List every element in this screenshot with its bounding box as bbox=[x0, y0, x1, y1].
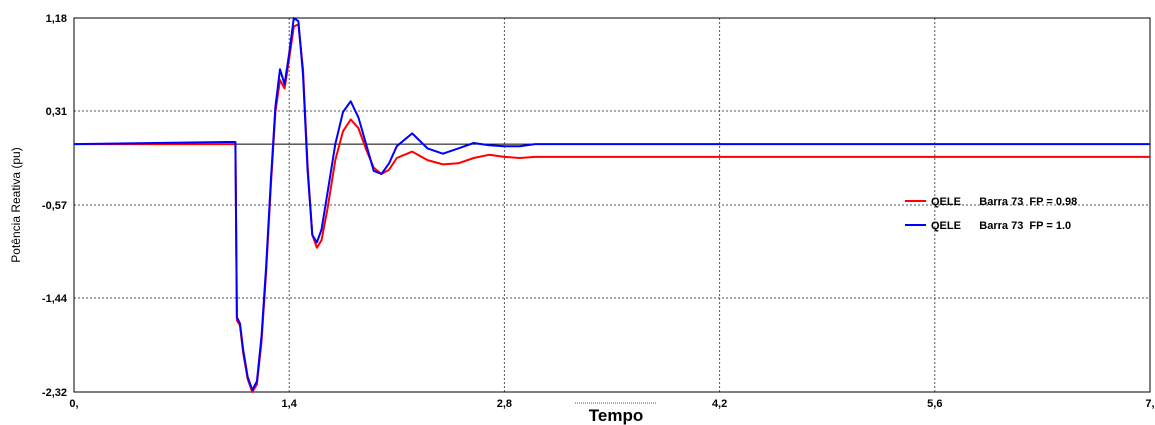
y-tick-label: -1,44 bbox=[42, 293, 68, 305]
series-layer bbox=[73, 17, 1150, 393]
x-tick-label: 4,2 bbox=[712, 398, 727, 410]
x-axis-label: Tempo bbox=[589, 406, 643, 425]
grid bbox=[74, 18, 1150, 392]
y-tick-label: 0,31 bbox=[46, 106, 67, 118]
x-tick-label: 2,8 bbox=[497, 398, 512, 410]
tick-labels: 0, 1,4 2,8 4,2 5,6 7, 1,18 0,31 -0,57 -1,44 -2,32 bbox=[42, 13, 1155, 410]
x-tick-label: 7, bbox=[1145, 398, 1154, 410]
x-tick-label: 5,6 bbox=[927, 398, 942, 410]
plot-frame bbox=[73, 17, 1151, 393]
y-tick-label: 1,18 bbox=[46, 13, 67, 25]
x-tick-label: 1,4 bbox=[282, 398, 298, 410]
y-tick-label: -2,32 bbox=[42, 387, 67, 399]
legend-label-1: QELE Barra 73 FP = 0.98 bbox=[931, 196, 1077, 208]
legend: QELE Barra 73 FP = 0.98 QELE Barra 73 FP … bbox=[905, 196, 1077, 232]
legend-label-2: QELE Barra 73 FP = 1.0 bbox=[931, 220, 1071, 232]
y-tick-label: -0,57 bbox=[42, 200, 67, 212]
x-tick-label: 0, bbox=[69, 398, 78, 410]
y-axis-label: Potência Reativa (pu) bbox=[9, 147, 23, 262]
series-line-2 bbox=[73, 17, 1150, 391]
